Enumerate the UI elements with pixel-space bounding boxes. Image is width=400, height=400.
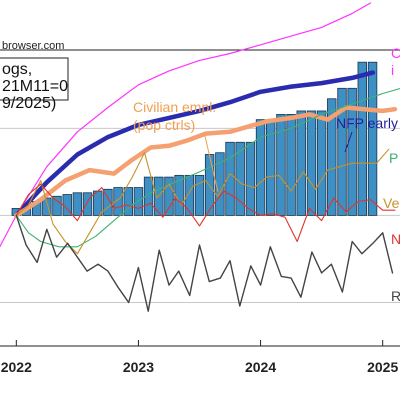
series-line-civilian xyxy=(14,105,398,218)
series-line-r_line xyxy=(15,214,394,312)
bar-15 xyxy=(164,176,174,216)
bar-11 xyxy=(123,187,134,216)
bar-3 xyxy=(42,197,52,216)
annotation-n: N xyxy=(391,231,400,247)
bar-10 xyxy=(113,187,123,216)
bar-6 xyxy=(72,192,83,216)
header-text: browser.com xyxy=(2,40,64,52)
x-tick-label-1: 2023 xyxy=(123,359,154,375)
annotation-civilian-line-1: Civilian empl. xyxy=(133,99,216,115)
bar-28 xyxy=(296,110,306,216)
nfp-leader-line xyxy=(344,131,353,153)
series-line-p_line xyxy=(15,88,400,248)
series-line-ve_line xyxy=(15,148,390,255)
x-tick-label-2: 2024 xyxy=(245,359,276,375)
bar-32 xyxy=(337,87,347,216)
bar-29 xyxy=(306,110,317,216)
civilian-leader-line xyxy=(203,131,219,193)
x-axis: 2022 2023 2024 2025 xyxy=(1,340,398,375)
series-line-c_line xyxy=(0,2,372,248)
bar-33 xyxy=(347,87,357,216)
bar-9 xyxy=(103,188,113,216)
bar-13 xyxy=(143,176,154,216)
bar-23 xyxy=(245,141,256,216)
series-line-nfp xyxy=(14,70,376,218)
legend-line-1: ogs, xyxy=(2,61,32,78)
bar-7 xyxy=(82,192,93,216)
bar-31 xyxy=(327,98,337,216)
line-series xyxy=(0,2,400,312)
annotation-p: P xyxy=(389,150,398,166)
x-tick-label-3: 2025 xyxy=(367,359,398,375)
legend-line-3: 9/2025) xyxy=(2,95,56,112)
annotation-civilian-line-2: (pop ctrls) xyxy=(133,117,195,133)
series-line-n_line xyxy=(15,183,396,243)
bar-26 xyxy=(276,114,286,216)
bar-16 xyxy=(174,174,184,216)
bar-8 xyxy=(93,190,103,216)
bar-35 xyxy=(367,61,378,216)
bar-4 xyxy=(52,195,62,216)
bar-27 xyxy=(286,114,296,216)
x-tick-label-0: 2022 xyxy=(1,359,32,375)
annotation-ve: Ve xyxy=(383,195,400,211)
legend-line-2: 21M11=0 xyxy=(2,78,68,95)
bar-17 xyxy=(184,174,195,216)
bar-34 xyxy=(357,61,367,216)
bar-21 xyxy=(225,141,235,216)
annotation-i: i xyxy=(391,62,394,78)
bar-30 xyxy=(316,110,327,216)
bar-24 xyxy=(255,119,266,216)
annotation-r: R xyxy=(391,288,400,304)
annotation-c: C xyxy=(391,45,400,61)
annotation-nfp-early: NFP early xyxy=(336,115,398,131)
bar-18 xyxy=(194,174,205,216)
legend-box xyxy=(0,57,69,101)
